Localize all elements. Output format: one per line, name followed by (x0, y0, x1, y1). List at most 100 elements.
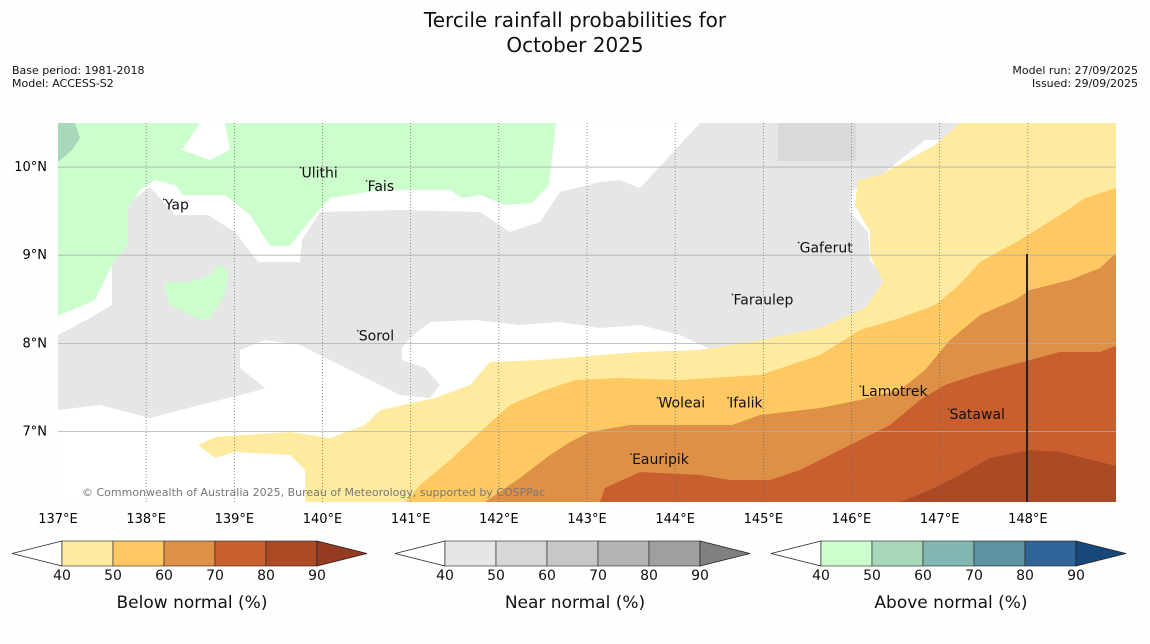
run-info: Model run: 27/09/2025 Issued: 29/09/2025 (1012, 64, 1138, 90)
colorbar-segment (820, 540, 873, 567)
place-yap: Yap (162, 197, 189, 213)
colorbar-tick-label: 50 (487, 568, 505, 584)
lon-tick-label: 147°E (920, 512, 960, 527)
island-marker (365, 179, 368, 182)
above-normal-50-patch (58, 123, 80, 162)
colorbar-tick-label: 80 (257, 568, 275, 584)
island-marker (356, 329, 359, 332)
colorbar-tick-label: 40 (436, 568, 454, 584)
lon-tick-label: 142°E (479, 512, 519, 527)
above-normal-region (58, 123, 556, 318)
place-woleai: Woleai (656, 396, 706, 412)
lon-tick-label: 138°E (126, 512, 166, 527)
place-label: Fais (368, 179, 395, 195)
place-label: Lamotrek (861, 384, 928, 400)
lon-tick-label: 145°E (744, 512, 784, 527)
colorbar-tick-label: 50 (104, 568, 122, 584)
colorbar-segment (1024, 540, 1077, 567)
model-run-text: Model run: 27/09/2025 (1012, 64, 1138, 77)
island-marker (656, 396, 659, 399)
colorbar-segment (922, 540, 975, 567)
lat-tick-label: 10°N (14, 160, 47, 175)
map-graticule: 137°E 138°E 139°E 140°E 141°E 142°E 143°E 144°E… (14, 123, 1116, 527)
issued-text: Issued: 29/09/2025 (1031, 77, 1138, 90)
island-marker (727, 396, 729, 399)
place-gaferut: Gaferut (797, 241, 854, 257)
lon-tick-label: 139°E (215, 512, 255, 527)
lon-tick-label: 137°E (38, 512, 78, 527)
place-label: Woleai (659, 396, 706, 412)
colorbar-segment (163, 540, 216, 567)
colorbar-over-triangle (1075, 540, 1127, 567)
below-normal-80-band (900, 450, 1116, 502)
near-normal-darker-patch (778, 123, 856, 161)
place-label: Satawal (949, 407, 1004, 423)
colorbar-segment (214, 540, 267, 567)
lat-tick-label: 7°N (23, 424, 48, 439)
colorbar-tick-label: 90 (691, 568, 709, 584)
colorbar-0 (12, 540, 368, 567)
colorbar-tick-label: 80 (640, 568, 658, 584)
colorbar-1 (395, 540, 751, 567)
colorbar-ticks: 40 50 60 70 80 90 (12, 568, 372, 586)
colorbar-under-triangle (771, 540, 822, 567)
colorbar-segment (61, 540, 114, 567)
copyright-text: © Commonwealth of Australia 2025, Bureau… (82, 486, 545, 499)
colorbar-tick-label: 70 (206, 568, 224, 584)
colorbar-tick-label: 60 (914, 568, 932, 584)
lon-tick-label: 141°E (391, 512, 431, 527)
island-marker (797, 241, 800, 244)
colorbar-tick-label: 80 (1016, 568, 1034, 584)
place-lamotrek: Lamotrek (859, 384, 928, 400)
lon-tick-label: 148°E (1008, 512, 1048, 527)
colorbar-label: Near normal (%) (504, 593, 646, 613)
lon-tick-label: 144°E (655, 512, 695, 527)
colorbar-tick-label: 40 (53, 568, 71, 584)
place-label: Gaferut (800, 241, 854, 257)
colorbar-over-triangle (316, 540, 368, 567)
place-faraulep: Faraulep (731, 293, 794, 309)
above-normal-patch (165, 264, 228, 320)
island-marker (859, 385, 862, 388)
island-marker (162, 198, 165, 201)
colorbar-tick-label: 60 (155, 568, 173, 584)
lon-tick-label: 146°E (832, 512, 872, 527)
colorbar-segment (973, 540, 1026, 567)
place-satawal: Satawal (947, 407, 1005, 423)
colorbar-ticks: 40 50 60 70 80 90 (771, 568, 1131, 586)
map-title: Tercile rainfall probabilities for Octob… (0, 8, 1150, 58)
island-marker (731, 293, 734, 296)
place-labels: Yap Ulithi Fais Gaferut Faraulep Sorol Lamotre… (162, 166, 1005, 468)
place-label: Ulithi (301, 166, 337, 182)
colorbar-segment (648, 540, 701, 567)
colorbar-under-triangle (395, 540, 446, 567)
lon-tick-label: 140°E (303, 512, 343, 527)
place-label: Yap (164, 197, 189, 213)
colorbar-tick-label: 40 (812, 568, 830, 584)
lon-tick-label: 143°E (567, 512, 607, 527)
lat-tick-label: 8°N (23, 336, 48, 351)
colorbar-label: Below normal (%) (116, 593, 268, 613)
colorbar-over-triangle (699, 540, 751, 567)
colorbar-tick-label: 50 (863, 568, 881, 584)
colorbar-tick-label: 60 (538, 568, 556, 584)
colorbar-segment (265, 540, 318, 567)
place-fais: Fais (365, 179, 395, 195)
place-label: Ifalik (729, 396, 763, 412)
lat-tick-label: 9°N (23, 248, 48, 263)
colorbar-tick-label: 90 (308, 568, 326, 584)
place-sorol: Sorol (356, 329, 394, 345)
title-line-2: October 2025 (506, 33, 644, 57)
colorbar-segment (871, 540, 924, 567)
island-marker (630, 453, 632, 455)
place-label: Eauripik (632, 452, 690, 468)
base-period-text: Base period: 1981-2018 (12, 64, 145, 77)
place-label: Faraulep (733, 293, 793, 309)
colorbar-2 (771, 540, 1127, 567)
colorbar-segment (112, 540, 165, 567)
colorbar-label: Above normal (%) (874, 593, 1028, 613)
colorbar-tick-label: 70 (589, 568, 607, 584)
model-info: Base period: 1981-2018 Model: ACCESS-S2 (12, 64, 144, 90)
model-text: Model: ACCESS-S2 (12, 77, 114, 90)
